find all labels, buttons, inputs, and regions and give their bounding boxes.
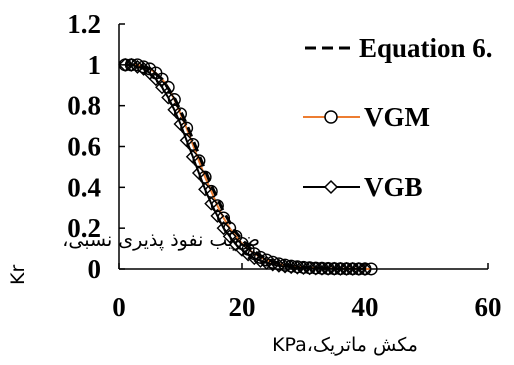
vgm-point — [272, 257, 286, 271]
y-tick-label-2: 0.4 — [67, 172, 101, 202]
vgm-point — [327, 262, 341, 276]
vgm-point — [186, 137, 200, 151]
vgb-point — [216, 221, 231, 236]
vgm-point — [130, 58, 144, 72]
vgb-point — [198, 182, 213, 197]
x-tick-label-0: 0 — [112, 292, 126, 322]
vgm-point — [340, 262, 354, 276]
series-layer — [118, 57, 378, 276]
plot-area — [118, 24, 488, 276]
y-tick-label-1: 0.2 — [67, 213, 101, 243]
vgm-point — [204, 184, 218, 198]
vgm-point — [173, 107, 187, 121]
vgb-point — [284, 260, 299, 275]
vgm-point — [290, 260, 304, 274]
vgb-point — [290, 260, 305, 275]
legend: Equation 6. VGM VGB — [303, 33, 493, 202]
vgm-point — [333, 262, 347, 276]
legend-label-equation6: Equation 6. — [359, 33, 493, 63]
vgm-point — [124, 58, 138, 72]
vgm-point — [297, 260, 311, 274]
vgm-point — [266, 255, 280, 269]
vgm-point — [260, 253, 274, 267]
vgm-point — [217, 211, 231, 225]
vgb-point — [136, 61, 151, 76]
y-tick-label-6: 1.2 — [67, 9, 101, 39]
y-tick-label-5: 1 — [88, 50, 102, 80]
vgm-point — [278, 258, 292, 272]
vgm-point — [180, 121, 194, 135]
y-tick-labels: 0 0.2 0.4 0.6 0.8 1 1.2 — [67, 9, 125, 284]
vgb-point — [204, 196, 219, 211]
vgm-point — [192, 154, 206, 168]
x-axis-title: مکش ماتریک،KPa — [272, 334, 418, 356]
vgb-point — [296, 261, 311, 276]
vgb-point — [210, 208, 225, 223]
vgm-point — [309, 261, 323, 275]
y-tick-label-4: 0.8 — [67, 91, 101, 121]
vgm-point — [198, 170, 212, 184]
vgb-point — [155, 80, 170, 95]
legend-swatch-vgm-marker — [324, 110, 338, 124]
vgb-point — [161, 90, 176, 105]
y-tick-label-0: 0 — [88, 254, 102, 284]
vgb-point — [271, 258, 286, 273]
x-tick-label-2: 40 — [352, 292, 379, 322]
vgm-point — [303, 261, 317, 275]
y-axis-title-rotated: Kr — [7, 265, 29, 285]
vgm-point — [137, 60, 151, 74]
vgm-point — [315, 261, 329, 275]
vgm-point — [155, 72, 169, 86]
x-tick-label-3: 60 — [475, 292, 502, 322]
vgm-point — [284, 259, 298, 273]
y-axis-title-overlay: ضریب نفوذ پذیری نسبی، — [62, 229, 260, 251]
vgb-point — [278, 259, 293, 274]
vgm-point — [210, 199, 224, 213]
x-tick-label-1: 20 — [229, 292, 256, 322]
vgm-point — [167, 93, 181, 107]
vgm-point — [321, 261, 335, 275]
legend-swatch-vgb-marker — [323, 179, 339, 195]
legend-label-vgm: VGM — [364, 102, 430, 132]
vgb-point — [222, 229, 237, 244]
vgb-point — [302, 261, 317, 276]
x-tick-labels: 0 20 40 60 — [112, 263, 502, 322]
vgm-point — [247, 247, 261, 261]
y-tick-label-3: 0.6 — [67, 132, 101, 162]
vgm-point — [346, 262, 360, 276]
vgm-point — [161, 80, 175, 94]
legend-label-vgb: VGB — [364, 172, 423, 202]
vgm-point — [253, 250, 267, 264]
vgm-point — [223, 221, 237, 235]
